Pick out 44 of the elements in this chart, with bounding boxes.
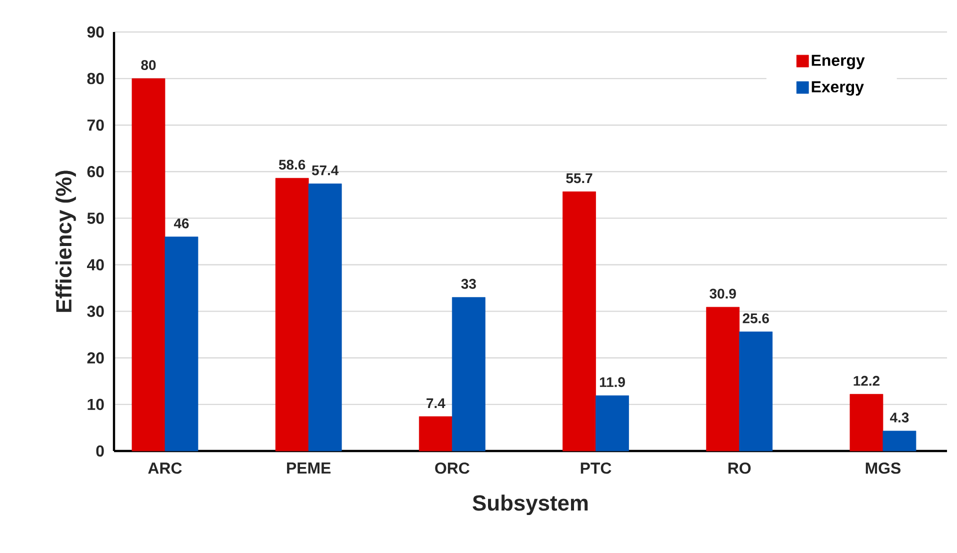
data-label: 55.7 xyxy=(566,173,592,184)
bar xyxy=(850,394,884,452)
y-tick-label: 90 xyxy=(87,26,104,38)
data-label: 57.4 xyxy=(312,166,339,176)
legend-label: Energy xyxy=(812,54,865,70)
data-label: 58.6 xyxy=(278,160,306,170)
data-label: 33 xyxy=(461,278,476,289)
y-tick-label: 0 xyxy=(96,445,104,457)
bar xyxy=(308,184,342,452)
x-tick-label: ARC xyxy=(148,462,182,474)
x-tick-label: MGS xyxy=(866,462,900,474)
data-label: 80 xyxy=(141,60,156,70)
legend-label: Exergy xyxy=(812,81,864,96)
y-tick-label: 20 xyxy=(87,352,104,364)
x-tick-label: PTC xyxy=(580,462,612,474)
bar xyxy=(132,78,166,452)
y-axis-title: Efficiency (%) xyxy=(55,170,76,312)
x-tick-label: ORC xyxy=(435,462,470,474)
y-tick-label: 40 xyxy=(86,259,104,270)
bar xyxy=(452,297,486,452)
data-label: 4.3 xyxy=(890,412,909,422)
data-label: 30.9 xyxy=(710,288,736,299)
bar xyxy=(562,191,596,452)
x-tick-label: PEME xyxy=(287,462,331,474)
bar xyxy=(418,416,452,452)
y-tick-label: 70 xyxy=(87,119,104,131)
y-tick-label: 10 xyxy=(88,398,104,410)
data-label: 25.6 xyxy=(742,313,769,324)
y-tick-label: 30 xyxy=(87,306,104,317)
x-axis-title: Subsystem xyxy=(472,494,588,516)
bar xyxy=(275,178,309,452)
y-tick-label: 60 xyxy=(87,166,104,178)
data-label: 7.4 xyxy=(426,398,446,408)
bar xyxy=(706,306,740,452)
bar xyxy=(596,395,629,452)
x-tick-label: RO xyxy=(728,462,751,474)
bar xyxy=(882,430,916,452)
y-tick-label: 50 xyxy=(87,212,104,224)
data-label: 46 xyxy=(174,218,189,228)
bar xyxy=(739,332,773,452)
y-tick-label: 80 xyxy=(87,72,104,84)
data-label: 12.2 xyxy=(854,376,880,386)
bar xyxy=(164,236,198,452)
data-label: 11.9 xyxy=(600,377,625,388)
